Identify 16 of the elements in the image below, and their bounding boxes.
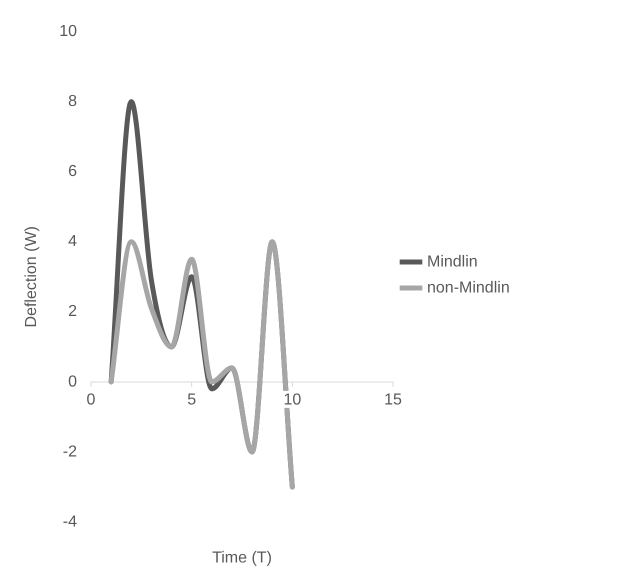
x-tick-label: 0 [86, 391, 96, 408]
y-tick-label: -2 [62, 443, 78, 460]
y-tick-label: 0 [68, 373, 78, 390]
y-tick-label: -4 [62, 513, 78, 530]
y-tick-label: 10 [59, 23, 78, 40]
x-axis-title: Time (T) [212, 549, 272, 566]
x-tick-label: 15 [384, 391, 402, 408]
y-tick-label: 8 [68, 93, 78, 110]
legend-label: non-Mindlin [427, 279, 510, 296]
x-tick-label: 10 [283, 391, 302, 408]
y-tick-label: 2 [68, 303, 78, 320]
y-axis-title: Deflection (W) [23, 226, 40, 328]
y-tick-label: 4 [68, 233, 78, 250]
y-tick-label: 6 [68, 163, 78, 180]
legend-label: Mindlin [427, 253, 478, 270]
x-tick-label: 5 [187, 391, 196, 408]
